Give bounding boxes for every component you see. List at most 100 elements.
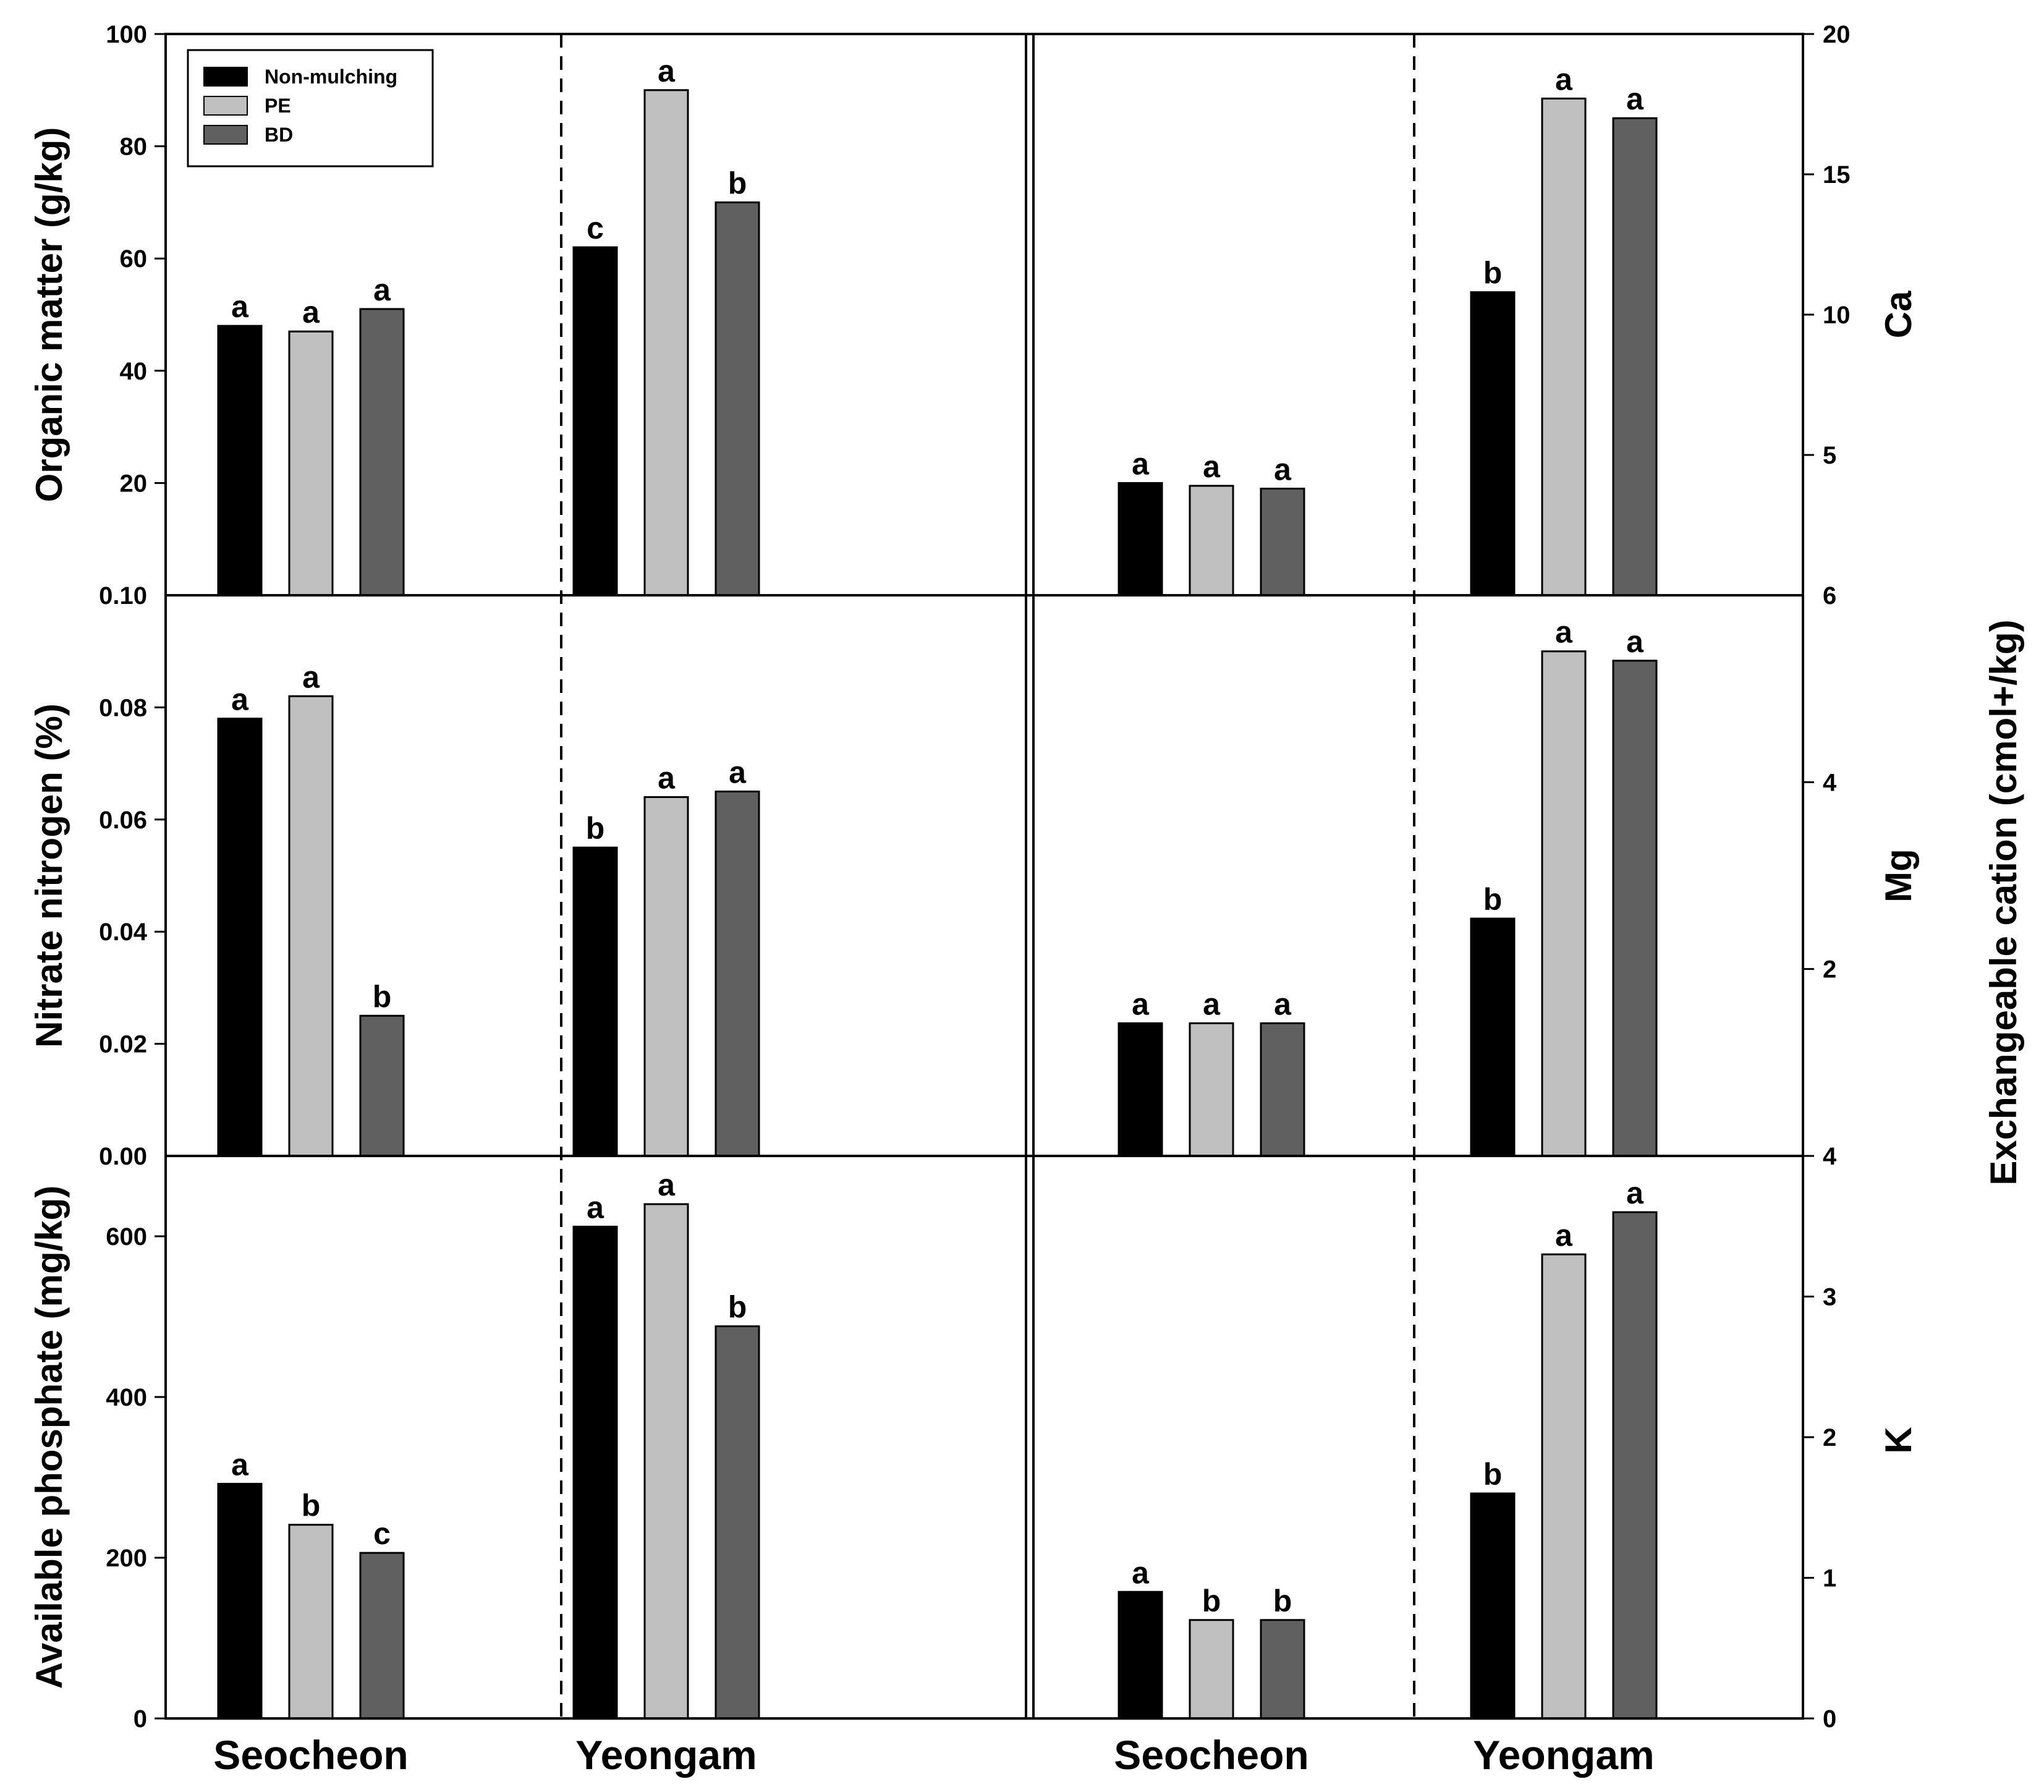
bar-mg-seocheon-bd (1260, 1022, 1305, 1157)
bar-organic-matter-seocheon-non-mulching (217, 325, 263, 597)
bar-ca-yeongam-pe (1541, 97, 1587, 597)
x-category-right-yeongam: Yeongam (1473, 1732, 1654, 1778)
bar-organic-matter-yeongam-non-mulching (572, 246, 618, 597)
tick-label-nitrate-nitrogen: 0.02 (99, 1031, 147, 1058)
tick-label-available-phosphate: 0 (134, 1705, 147, 1733)
sig-letter-k-1-2: a (1626, 1176, 1644, 1210)
sig-letter-nitrate-nitrogen-0-2: b (373, 979, 392, 1014)
tick-label-organic-matter: 100 (106, 21, 147, 48)
sig-letter-available-phosphate-0-0: a (231, 1447, 249, 1482)
bar-ca-yeongam-non-mulching (1470, 291, 1516, 597)
tick-label-organic-matter: 20 (120, 470, 148, 497)
bar-mg-yeongam-pe (1541, 650, 1587, 1157)
sig-letter-k-0-0: a (1132, 1555, 1150, 1590)
tick-label-organic-matter: 60 (120, 245, 148, 273)
sig-letter-organic-matter-0-1: a (302, 295, 320, 329)
sig-letter-nitrate-nitrogen-1-1: a (658, 761, 676, 796)
tick-label-ca: 20 (1823, 21, 1851, 48)
tick-label-nitrate-nitrogen: 0.04 (99, 919, 148, 946)
sig-letter-ca-1-0: b (1483, 256, 1503, 291)
bar-k-seocheon-bd (1260, 1619, 1305, 1720)
sig-letter-ca-1-1: a (1555, 62, 1573, 96)
sig-letter-mg-0-0: a (1132, 987, 1150, 1021)
tick-label-nitrate-nitrogen-bottom: 0.00 (99, 1143, 147, 1170)
bar-organic-matter-yeongam-bd (715, 201, 760, 597)
bar-k-yeongam-pe (1541, 1253, 1587, 1720)
sig-letter-mg-0-2: a (1274, 987, 1292, 1021)
sig-letter-available-phosphate-0-2: c (373, 1516, 391, 1551)
bar-k-seocheon-non-mulching (1117, 1590, 1163, 1720)
tick-label-available-phosphate: 200 (106, 1545, 147, 1572)
bar-nitrate-nitrogen-yeongam-pe (643, 796, 689, 1157)
tick-label-k: 0 (1823, 1705, 1836, 1733)
legend-swatch-non-mulching (203, 67, 248, 87)
right-axis-title: Exchangeable cation (cmol+/kg) (1983, 619, 2024, 1185)
legend-label-pe: PE (265, 95, 291, 117)
ylabel-k: K (1878, 1427, 1919, 1453)
ylabel-mg: Mg (1878, 849, 1919, 902)
sig-letter-available-phosphate-1-0: a (587, 1190, 604, 1225)
frame-left (164, 33, 1035, 1720)
sig-letter-organic-matter-1-2: b (728, 166, 747, 200)
bar-organic-matter-yeongam-pe (643, 89, 689, 597)
tick-label-mg-bottom: 4 (1823, 1143, 1837, 1170)
ylabel-ca: Ca (1878, 291, 1919, 338)
bar-mg-seocheon-pe (1189, 1022, 1234, 1157)
legend-label-bd: BD (265, 124, 293, 146)
legend-label-non-mulching: Non-mulching (265, 66, 397, 88)
x-category-left-yeongam: Yeongam (575, 1732, 757, 1778)
tick-label-organic-matter: 80 (120, 134, 148, 161)
bar-organic-matter-seocheon-bd (359, 308, 405, 597)
sig-letter-ca-0-2: a (1274, 452, 1292, 486)
legend-swatch-pe (203, 96, 248, 116)
tick-label-ca: 5 (1823, 442, 1836, 469)
tick-label-mg: 2 (1823, 956, 1836, 983)
bar-available-phosphate-yeongam-bd (715, 1325, 760, 1720)
sig-letter-nitrate-nitrogen-0-0: a (231, 682, 249, 717)
tick-label-k: 2 (1823, 1424, 1836, 1451)
bar-organic-matter-seocheon-pe (288, 330, 334, 597)
sig-letter-nitrate-nitrogen-1-0: b (586, 811, 605, 846)
bar-available-phosphate-yeongam-pe (643, 1203, 689, 1720)
bar-nitrate-nitrogen-yeongam-bd (715, 790, 760, 1157)
sig-letter-ca-1-2: a (1626, 82, 1644, 116)
tick-label-k: 3 (1823, 1284, 1836, 1311)
tick-label-nitrate-nitrogen: 0.06 (99, 807, 147, 834)
sig-letter-k-1-0: b (1483, 1457, 1503, 1492)
bar-available-phosphate-seocheon-non-mulching (217, 1482, 263, 1720)
sig-letter-ca-0-0: a (1132, 446, 1150, 481)
tick-label-available-phosphate: 600 (106, 1223, 147, 1251)
tick-label-nitrate-nitrogen: 0.08 (99, 694, 147, 721)
tick-label-organic-matter: 40 (120, 358, 148, 385)
ylabel-nitrate-nitrogen: Nitrate nitrogen (%) (28, 703, 70, 1048)
sig-letter-nitrate-nitrogen-1-2: a (729, 755, 747, 789)
sig-letter-organic-matter-0-0: a (231, 289, 249, 324)
tick-label-organic-matter-bottom: 0.10 (99, 582, 147, 609)
tick-label-ca: 10 (1823, 302, 1851, 329)
sig-letter-mg-0-1: a (1203, 987, 1221, 1021)
legend-swatch-bd (203, 125, 248, 145)
ylabel-available-phosphate: Available phosphate (mg/kg) (28, 1186, 70, 1689)
bar-k-yeongam-non-mulching (1470, 1492, 1516, 1720)
tick-label-k: 1 (1823, 1565, 1836, 1592)
sig-letter-available-phosphate-1-1: a (658, 1168, 676, 1202)
sig-letter-ca-0-1: a (1203, 449, 1221, 484)
bar-mg-seocheon-non-mulching (1117, 1022, 1163, 1157)
sig-letter-nitrate-nitrogen-0-1: a (302, 660, 320, 694)
tick-label-available-phosphate: 400 (106, 1384, 147, 1411)
bar-nitrate-nitrogen-seocheon-bd (359, 1014, 405, 1157)
bar-k-seocheon-pe (1189, 1619, 1234, 1720)
sig-letter-k-0-2: b (1273, 1584, 1292, 1618)
sig-letter-available-phosphate-0-1: b (302, 1488, 321, 1523)
sig-letter-mg-1-2: a (1626, 624, 1644, 659)
sig-letter-organic-matter-1-1: a (658, 54, 676, 88)
sig-letter-k-1-1: a (1555, 1218, 1573, 1252)
bar-ca-seocheon-non-mulching (1117, 482, 1163, 597)
ylabel-organic-matter: Organic matter (g/kg) (28, 127, 70, 503)
sig-letter-organic-matter-0-2: a (373, 273, 391, 307)
x-category-left-seocheon: Seocheon (213, 1732, 408, 1778)
bar-available-phosphate-seocheon-bd (359, 1552, 405, 1720)
sig-letter-organic-matter-1-0: c (587, 211, 604, 245)
bar-ca-seocheon-bd (1260, 487, 1305, 597)
